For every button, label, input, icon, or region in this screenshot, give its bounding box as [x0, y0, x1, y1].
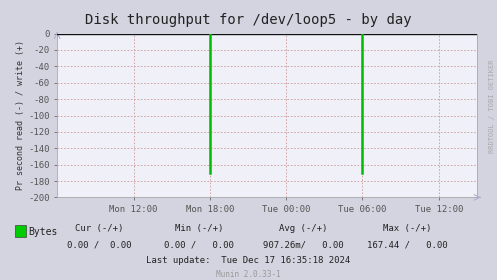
- Text: 907.26m/   0.00: 907.26m/ 0.00: [263, 241, 343, 250]
- Text: Cur (-/+): Cur (-/+): [75, 224, 124, 233]
- Text: Max (-/+): Max (-/+): [383, 224, 432, 233]
- Text: 0.00 /  0.00: 0.00 / 0.00: [67, 241, 132, 250]
- Text: 167.44 /   0.00: 167.44 / 0.00: [367, 241, 448, 250]
- Y-axis label: Pr second read (-) / write (+): Pr second read (-) / write (+): [16, 41, 25, 190]
- Text: Avg (-/+): Avg (-/+): [279, 224, 328, 233]
- Text: Min (-/+): Min (-/+): [174, 224, 223, 233]
- Text: Munin 2.0.33-1: Munin 2.0.33-1: [216, 270, 281, 279]
- Text: RRDTOOL / TOBI OETIKER: RRDTOOL / TOBI OETIKER: [489, 60, 495, 153]
- Text: 0.00 /   0.00: 0.00 / 0.00: [164, 241, 234, 250]
- Text: Bytes: Bytes: [28, 227, 58, 237]
- Text: Disk throughput for /dev/loop5 - by day: Disk throughput for /dev/loop5 - by day: [85, 13, 412, 27]
- Text: Last update:  Tue Dec 17 16:35:18 2024: Last update: Tue Dec 17 16:35:18 2024: [147, 256, 350, 265]
